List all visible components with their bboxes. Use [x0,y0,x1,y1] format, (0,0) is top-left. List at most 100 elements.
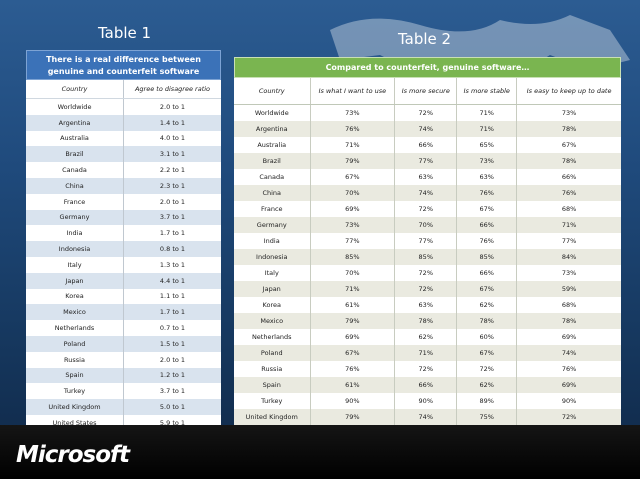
table2-country-cell: Brazil [234,153,311,169]
table2-value-cell: 67% [310,345,396,361]
table2-row: Brazil 79% 77% 73% 78% [234,153,621,169]
table2-value-cell: 62% [456,377,518,393]
table2-row: Germany 73% 70% 66% 71% [234,217,621,233]
table2-row: Argentina 76% 74% 71% 78% [234,121,621,137]
table2-value-cell: 75% [456,409,518,425]
table1-value-cell: 1.2 to 1 [123,367,221,384]
table2-value-cell: 69% [310,201,396,217]
table2-value-cell: 74% [394,185,458,201]
table1-country-cell: Germany [26,209,124,226]
table2-value-cell: 90% [310,393,396,409]
table1-country-cell: Japan [26,272,124,289]
table2-country-cell: Russia [234,361,311,377]
table2-row: India 77% 77% 76% 77% [234,233,621,249]
table2-country-cell: India [234,233,311,249]
table1-title: Table 1 [98,24,152,42]
table2-value-cell: 85% [456,249,518,265]
table1-row: Brazil 3.1 to 1 [26,146,221,163]
table2-value-cell: 78% [516,121,621,137]
table1-country-cell: Argentina [26,114,124,131]
table1-row: Korea 1.1 to 1 [26,288,221,305]
table1: Country Agree to disagree ratio Worldwide… [26,80,221,431]
table2-value-cell: 70% [310,265,396,281]
table2-value-cell: 74% [394,121,458,137]
table2-value-cell: 73% [456,153,518,169]
table1-country-cell: Brazil [26,146,124,163]
table2-value-cell: 76% [310,121,396,137]
table2-country-cell: Japan [234,281,311,297]
table2-value-cell: 67% [456,345,518,361]
table2-value-cell: 85% [310,249,396,265]
table1-header: There is a real difference between genui… [26,50,221,80]
table2-value-cell: 72% [394,201,458,217]
table1-value-cell: 1.7 to 1 [123,304,221,321]
table2-country-cell: Argentina [234,121,311,137]
table2-value-cell: 73% [516,265,621,281]
table2-column-header: Is more secure [394,78,458,105]
table2-value-cell: 73% [516,104,621,121]
table2-value-cell: 76% [456,233,518,249]
table2-row: Indonesia 85% 85% 85% 84% [234,249,621,265]
table2-value-cell: 60% [456,329,518,345]
table2-header: Compared to counterfeit, genuine softwar… [234,57,621,78]
table2-row: Mexico 79% 78% 78% 78% [234,313,621,329]
table1-value-cell: 3.1 to 1 [123,146,221,163]
table2-value-cell: 90% [394,393,458,409]
table1-country-cell: France [26,193,124,210]
table1-value-cell: 4.0 to 1 [123,130,221,147]
table2-column-header: Is what I want to use [310,78,396,105]
table2-value-cell: 76% [516,361,621,377]
table1-country-cell: Spain [26,367,124,384]
table1-value-cell: 2.0 to 1 [123,98,221,115]
table1-country-cell: China [26,177,124,194]
table2-value-cell: 77% [516,233,621,249]
table2-row: Japan 71% 72% 67% 59% [234,281,621,297]
table2-row: Italy 70% 72% 66% 73% [234,265,621,281]
table2-column-header: Is more stable [456,78,518,105]
table1-value-cell: 3.7 to 1 [123,209,221,226]
table2-value-cell: 71% [394,345,458,361]
table2-value-cell: 77% [394,153,458,169]
table2-value-cell: 63% [456,169,518,185]
table2-value-cell: 67% [516,137,621,153]
table1-row: Poland 1.5 to 1 [26,335,221,352]
table2-value-cell: 63% [394,169,458,185]
table2-country-cell: Mexico [234,313,311,329]
table2-value-cell: 61% [310,297,396,313]
table2-row: Worldwide 73% 72% 71% 73% [234,104,621,121]
table2-value-cell: 68% [516,201,621,217]
table2-value-cell: 68% [516,297,621,313]
table2-value-cell: 79% [310,409,396,425]
table2-value-cell: 65% [456,137,518,153]
table2-value-cell: 76% [310,361,396,377]
table2-value-cell: 79% [310,313,396,329]
table1-row: Indonesia 0.8 to 1 [26,241,221,257]
table1-value-cell: 5.0 to 1 [123,399,221,415]
table1-country-cell: Australia [26,130,124,147]
table2-country-cell: Worldwide [234,104,311,121]
table2-row: Canada 67% 63% 63% 66% [234,169,621,185]
table2-value-cell: 78% [516,313,621,329]
table2-value-cell: 78% [516,153,621,169]
table2-column-header: Country [234,78,311,105]
table2-value-cell: 67% [310,169,396,185]
table2-value-cell: 73% [310,217,396,233]
table1-value-cell: 3.7 to 1 [123,383,221,400]
table1-row: Turkey 3.7 to 1 [26,383,221,400]
table2-country-cell: Germany [234,217,311,233]
table1-row: Argentina 1.4 to 1 [26,114,221,131]
table2-row: Turkey 90% 90% 89% 90% [234,393,621,409]
table1-value-cell: 1.7 to 1 [123,225,221,242]
table2-row: Australia 71% 66% 65% 67% [234,137,621,153]
table1-value-cell: 1.4 to 1 [123,114,221,131]
table1-row: Germany 3.7 to 1 [26,209,221,226]
table2-country-cell: Canada [234,169,311,185]
table2-value-cell: 84% [516,249,621,265]
table2-country-cell: Poland [234,345,311,361]
table2-country-cell: Netherlands [234,329,311,345]
table2-value-cell: 74% [394,409,458,425]
table2-row: Korea 61% 63% 62% 68% [234,297,621,313]
table1-row: United Kingdom 5.0 to 1 [26,399,221,415]
table2-value-cell: 61% [310,377,396,393]
table2-value-cell: 62% [394,329,458,345]
